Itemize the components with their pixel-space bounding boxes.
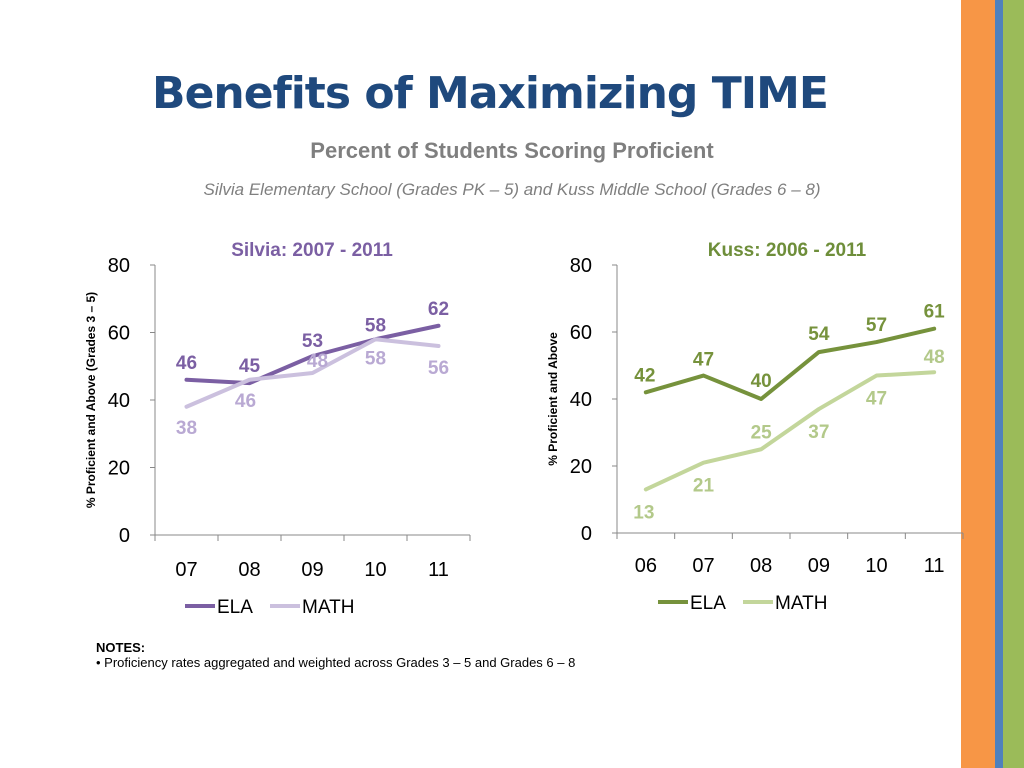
kuss-data-label-ela: 42 xyxy=(634,365,655,386)
silvia-y-tick-label: 0 xyxy=(119,525,130,547)
kuss-x-tick-label: 06 xyxy=(635,555,657,577)
silvia-data-label-math: 58 xyxy=(365,348,386,369)
kuss-x-tick-label: 07 xyxy=(692,555,714,577)
blue-accent-stripe xyxy=(995,0,1003,768)
kuss-data-label-math: 21 xyxy=(693,476,715,497)
green-accent-stripe xyxy=(1003,0,1024,768)
silvia-data-label-ela: 62 xyxy=(428,299,449,320)
kuss-data-label-math: 13 xyxy=(633,502,654,523)
kuss-data-label-ela: 61 xyxy=(924,302,946,323)
kuss-data-label-ela: 40 xyxy=(751,371,772,392)
slide-subtitle: Percent of Students Scoring Proficient xyxy=(310,138,714,163)
silvia-x-tick-label: 09 xyxy=(301,559,323,581)
kuss-x-tick-label: 08 xyxy=(750,555,772,577)
silvia-y-tick-label: 40 xyxy=(108,390,130,412)
silvia-y-axis-label: % Proficient and Above (Grades 3 – 5) xyxy=(84,292,98,508)
kuss-legend-label-ela: ELA xyxy=(690,593,726,614)
silvia-data-label-ela: 58 xyxy=(365,315,386,336)
silvia-line-chart: Silvia: 2007 - 2011 % Proficient and Abov… xyxy=(84,240,471,618)
silvia-y-tick-label: 80 xyxy=(108,255,130,277)
silvia-legend-label-ela: ELA xyxy=(217,597,253,618)
kuss-chart-title: Kuss: 2006 - 2011 xyxy=(708,240,867,261)
silvia-x-tick-label: 10 xyxy=(364,559,386,581)
slide-caption: Silvia Elementary School (Grades PK – 5)… xyxy=(203,180,821,199)
kuss-data-label-math: 25 xyxy=(751,422,773,443)
silvia-data-label-ela: 53 xyxy=(302,331,323,352)
kuss-series-ela-line xyxy=(643,326,937,401)
silvia-x-tick-label: 08 xyxy=(238,559,260,581)
silvia-x-tick-label: 07 xyxy=(175,559,197,581)
kuss-y-tick-label: 20 xyxy=(570,456,592,478)
silvia-series-math-line xyxy=(184,337,441,409)
notes-item: • Proficiency rates aggregated and weigh… xyxy=(96,655,576,670)
kuss-data-label-math: 48 xyxy=(924,347,945,368)
silvia-data-label-math: 38 xyxy=(176,418,197,439)
silvia-data-label-math: 56 xyxy=(428,358,449,379)
notes-heading: NOTES: xyxy=(96,640,146,655)
silvia-data-label-math: 46 xyxy=(235,391,256,412)
kuss-data-label-math: 37 xyxy=(808,422,829,443)
silvia-data-label-math: 48 xyxy=(307,351,328,372)
kuss-y-tick-label: 40 xyxy=(570,389,592,411)
kuss-line-chart: Kuss: 2006 - 2011 % Proficient and Above 0… xyxy=(546,240,964,614)
kuss-x-tick-label: 09 xyxy=(808,555,830,577)
silvia-y-tick-label: 60 xyxy=(108,323,130,345)
kuss-y-tick-label: 0 xyxy=(581,523,592,545)
kuss-y-tick-label: 80 xyxy=(570,255,592,277)
silvia-chart-title: Silvia: 2007 - 2011 xyxy=(231,240,393,261)
kuss-data-label-ela: 57 xyxy=(866,315,887,336)
kuss-x-tick-label: 10 xyxy=(865,555,887,577)
kuss-data-label-ela: 54 xyxy=(808,324,830,345)
kuss-y-tick-label: 60 xyxy=(570,322,592,344)
silvia-y-tick-label: 20 xyxy=(108,458,130,480)
silvia-series-ela-line xyxy=(184,323,441,386)
kuss-legend-label-math: MATH xyxy=(775,593,827,614)
silvia-legend-label-math: MATH xyxy=(302,597,354,618)
kuss-data-label-math: 47 xyxy=(866,389,887,410)
silvia-data-label-ela: 45 xyxy=(239,356,261,377)
kuss-data-label-ela: 47 xyxy=(693,350,714,371)
kuss-x-tick-label: 11 xyxy=(924,555,945,577)
silvia-x-tick-label: 11 xyxy=(428,559,449,581)
silvia-data-label-ela: 46 xyxy=(176,353,197,374)
orange-accent-stripe xyxy=(961,0,995,768)
slide-title: Benefits of Maximizing TIME xyxy=(152,68,829,119)
kuss-series-math-line xyxy=(643,370,937,492)
kuss-y-axis-label: % Proficient and Above xyxy=(546,332,560,466)
notes: NOTES: • Proficiency rates aggregated an… xyxy=(96,640,575,670)
